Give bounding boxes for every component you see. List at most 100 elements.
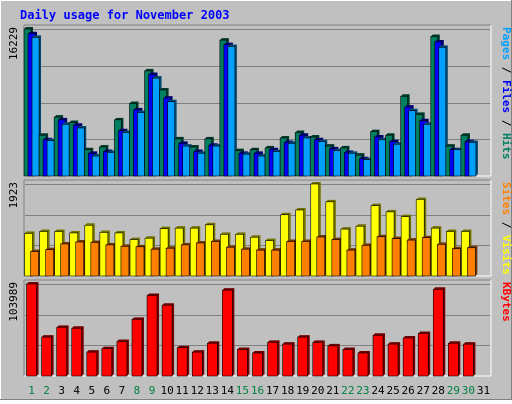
bar-sites-day-8-face bbox=[135, 246, 145, 277]
bar-kbytes-day-14-depth bbox=[222, 288, 235, 376]
bar-kbytes-day-11-depth bbox=[177, 345, 190, 376]
legend-entry-0: Sites bbox=[500, 182, 512, 215]
bar-sites-day-25 bbox=[391, 236, 403, 277]
bar-kbytes-day-18 bbox=[282, 342, 295, 377]
bar-kbytes-day-29-depth bbox=[448, 341, 461, 376]
bar-kbytes-day-17-face bbox=[267, 342, 278, 377]
bar-sites-day-9 bbox=[150, 247, 162, 277]
bar-pages-day-2-face bbox=[46, 140, 55, 177]
x-tick-label-day-14: 14 bbox=[221, 384, 235, 397]
bar-sites-day-11-face bbox=[180, 244, 190, 277]
bar-sites-day-13-face bbox=[211, 241, 220, 277]
bar-kbytes-day-8-face bbox=[131, 319, 143, 377]
legend-entry-2: Files bbox=[500, 80, 512, 113]
bar-pages-day-13-face bbox=[212, 145, 221, 177]
bar-kbytes-day-30-depth bbox=[463, 342, 476, 376]
bar-pages-day-10-face bbox=[167, 101, 175, 177]
bar-sites-day-17-face bbox=[271, 249, 280, 277]
bar-kbytes-day-16 bbox=[252, 350, 265, 377]
bar-pages-day-28-face bbox=[438, 47, 447, 177]
x-tick-label-day-2: 2 bbox=[43, 384, 50, 397]
bar-kbytes-day-3-depth bbox=[56, 325, 69, 376]
bar-kbytes-day-9-face bbox=[146, 295, 158, 377]
x-tick-label-day-23: 23 bbox=[356, 384, 369, 397]
panel-kbytes: 103989 KBytes bbox=[7, 279, 512, 377]
bar-kbytes-day-7-depth bbox=[116, 339, 129, 376]
bar-kbytes-day-4 bbox=[71, 326, 84, 377]
bar-sites-day-15-face bbox=[241, 248, 250, 277]
bar-kbytes-day-28-depth bbox=[433, 287, 446, 376]
bar-sites-day-5-face bbox=[90, 242, 100, 277]
bar-sites-day-16-face bbox=[256, 249, 265, 277]
bar-kbytes-day-24 bbox=[372, 333, 386, 377]
bar-sites-day-29-face bbox=[452, 248, 461, 277]
bar-kbytes-day-30-face bbox=[463, 343, 474, 377]
max-value-label: 16229 bbox=[7, 27, 20, 60]
bar-kbytes-day-23-face bbox=[357, 352, 369, 377]
chart-panels: 16229 Pages / Files / Hits 1923 Sites / Vis… bbox=[7, 24, 512, 377]
bar-sites-day-25-face bbox=[391, 238, 401, 277]
bar-kbytes-day-28 bbox=[432, 287, 446, 377]
bar-sites-day-20 bbox=[316, 235, 327, 277]
legend-entry-2: Visits bbox=[500, 235, 512, 275]
bar-pages-day-17-face bbox=[272, 151, 281, 177]
x-tick-label-day-20: 20 bbox=[311, 384, 324, 397]
bar-kbytes-day-9-depth bbox=[147, 293, 160, 376]
bar-sites-day-18-face bbox=[286, 241, 295, 277]
x-tick-label-day-5: 5 bbox=[88, 384, 95, 397]
bar-sites-day-21-face bbox=[331, 239, 341, 277]
bar-kbytes-day-20-depth bbox=[312, 340, 325, 376]
bar-pages-day-3-face bbox=[61, 124, 70, 177]
bar-sites-day-7 bbox=[120, 244, 131, 277]
bar-sites-day-30 bbox=[467, 245, 478, 277]
bar-kbytes-day-18-face bbox=[282, 343, 293, 377]
bar-pages-day-20-face bbox=[317, 141, 326, 177]
bar-sites-day-10 bbox=[165, 246, 177, 277]
bar-sites-day-7-face bbox=[120, 246, 130, 277]
bar-kbytes-day-25 bbox=[387, 342, 401, 377]
bar-kbytes-day-16-depth bbox=[252, 350, 265, 376]
bar-kbytes-day-6-face bbox=[101, 348, 113, 377]
bar-pages-day-5-face bbox=[91, 155, 100, 177]
bar-pages-day-12-face bbox=[197, 153, 206, 177]
bar-pages-day-1-face bbox=[31, 37, 40, 177]
bar-kbytes-day-2 bbox=[41, 335, 54, 377]
bar-kbytes-day-7 bbox=[116, 339, 129, 377]
bar-pages-day-6-face bbox=[107, 152, 115, 177]
bar-sites-day-8 bbox=[135, 244, 146, 277]
bar-kbytes-day-13-face bbox=[207, 342, 218, 377]
bar-sites-day-22-face bbox=[346, 249, 356, 277]
bar-kbytes-day-8 bbox=[131, 317, 144, 377]
legend-entry-1: / bbox=[500, 60, 512, 80]
x-tick-label-day-27: 27 bbox=[417, 384, 430, 397]
bar-kbytes-day-25-depth bbox=[388, 342, 401, 376]
bar-kbytes-day-3-face bbox=[56, 327, 67, 377]
bar-sites-day-1 bbox=[30, 249, 41, 277]
bar-kbytes-day-14-face bbox=[222, 289, 233, 377]
bar-sites-day-4-face bbox=[75, 241, 85, 277]
bar-kbytes-day-19-face bbox=[297, 336, 308, 377]
bar-sites-day-20-face bbox=[316, 236, 326, 277]
bar-kbytes-day-2-depth bbox=[41, 335, 54, 376]
bar-kbytes-day-6 bbox=[101, 346, 114, 377]
x-tick-label-day-21: 21 bbox=[326, 384, 339, 397]
bar-sites-day-14 bbox=[226, 245, 237, 277]
bar-kbytes-day-26-face bbox=[402, 337, 414, 377]
x-tick-label-day-19: 19 bbox=[296, 384, 309, 397]
bar-kbytes-day-3 bbox=[56, 325, 69, 377]
bar-sites-day-3 bbox=[60, 241, 71, 277]
bar-kbytes-day-21 bbox=[327, 343, 340, 377]
x-tick-label-day-15: 15 bbox=[236, 384, 249, 397]
bar-sites-day-23-face bbox=[361, 245, 371, 277]
bar-kbytes-day-30 bbox=[463, 342, 476, 377]
bar-kbytes-day-1 bbox=[26, 282, 39, 377]
bar-pages-day-19-face bbox=[302, 137, 311, 177]
x-tick-label-day-17: 17 bbox=[266, 384, 279, 397]
x-tick-label-day-18: 18 bbox=[281, 384, 294, 397]
x-tick-label-day-25: 25 bbox=[386, 384, 399, 397]
bar-sites-day-28-face bbox=[436, 244, 446, 277]
bar-kbytes-day-24-face bbox=[372, 335, 384, 377]
panel-hits-files-pages: 16229 Pages / Files / Hits bbox=[7, 24, 512, 177]
bar-kbytes-day-29-face bbox=[448, 342, 459, 377]
